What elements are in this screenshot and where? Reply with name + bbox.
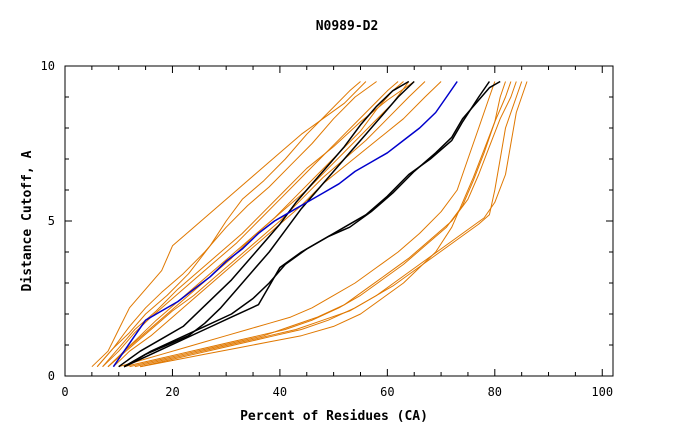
series-line-9 xyxy=(107,81,404,368)
series-line-2 xyxy=(96,81,377,368)
series-line-10 xyxy=(118,81,496,368)
series-line-5 xyxy=(107,81,410,368)
x-tick-label: 0 xyxy=(61,385,68,399)
series-line-8 xyxy=(113,81,442,368)
series-line-13 xyxy=(134,81,523,368)
x-tick-label: 20 xyxy=(165,385,179,399)
axis-tick-labels: 0 20 40 60 80 100 0 5 10 xyxy=(41,59,614,399)
series-line-1 xyxy=(91,81,367,368)
series-line-19 xyxy=(123,80,501,368)
series-line-20 xyxy=(112,81,458,368)
series-line-15 xyxy=(140,81,512,368)
y-tick-label: 0 xyxy=(48,369,55,383)
chart-title: N0989-D2 xyxy=(316,19,379,34)
x-tick-label: 80 xyxy=(488,385,502,399)
y-tick-label: 10 xyxy=(41,59,55,73)
x-tick-label: 40 xyxy=(273,385,287,399)
series-line-3 xyxy=(96,81,361,368)
series-line-11 xyxy=(123,81,506,368)
series-line-17 xyxy=(123,80,415,368)
x-tick-label: 60 xyxy=(380,385,394,399)
y-axis-label: Distance Cutoff, A xyxy=(20,150,35,291)
x-tick-label: 100 xyxy=(591,385,613,399)
series-line-16 xyxy=(118,80,410,368)
series-line-7 xyxy=(107,81,426,368)
series-line-14 xyxy=(140,81,528,368)
series-line-18 xyxy=(123,81,491,368)
series-layer xyxy=(91,80,528,368)
y-tick-label: 5 xyxy=(48,214,55,228)
series-line-12 xyxy=(129,81,517,368)
axis-ticks xyxy=(64,65,613,377)
x-axis-label: Percent of Residues (CA) xyxy=(240,409,428,424)
series-line-6 xyxy=(102,81,415,368)
